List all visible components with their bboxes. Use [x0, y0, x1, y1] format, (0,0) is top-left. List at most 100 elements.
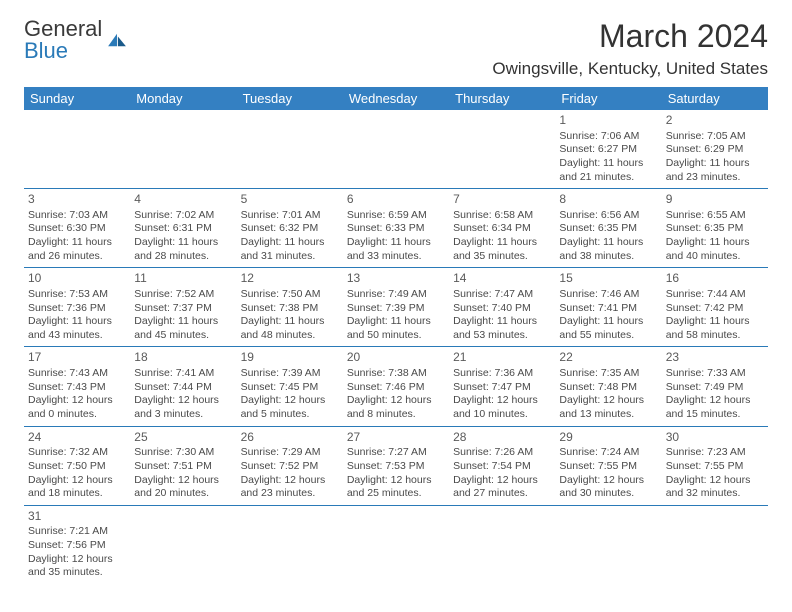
daylight-text: Daylight: 11 hours and 45 minutes. [134, 315, 232, 342]
sunset-text: Sunset: 7:51 PM [134, 460, 232, 474]
daylight-text: Daylight: 12 hours and 35 minutes. [28, 553, 126, 580]
day-number: 19 [241, 350, 339, 366]
daylight-text: Daylight: 12 hours and 23 minutes. [241, 474, 339, 501]
calendar-cell: 10Sunrise: 7:53 AMSunset: 7:36 PMDayligh… [24, 268, 130, 347]
sunrise-text: Sunrise: 7:41 AM [134, 367, 232, 381]
sunset-text: Sunset: 7:46 PM [347, 381, 445, 395]
calendar-cell: 15Sunrise: 7:46 AMSunset: 7:41 PMDayligh… [555, 268, 661, 347]
sunset-text: Sunset: 6:32 PM [241, 222, 339, 236]
sunset-text: Sunset: 6:35 PM [666, 222, 764, 236]
daylight-text: Daylight: 12 hours and 13 minutes. [559, 394, 657, 421]
calendar-table: SundayMondayTuesdayWednesdayThursdayFrid… [24, 87, 768, 584]
calendar-cell: 31Sunrise: 7:21 AMSunset: 7:56 PMDayligh… [24, 505, 130, 584]
sunrise-text: Sunrise: 7:47 AM [453, 288, 551, 302]
sunset-text: Sunset: 6:34 PM [453, 222, 551, 236]
day-number: 16 [666, 271, 764, 287]
sunset-text: Sunset: 7:40 PM [453, 302, 551, 316]
sunrise-text: Sunrise: 7:21 AM [28, 525, 126, 539]
day-number: 22 [559, 350, 657, 366]
sunset-text: Sunset: 7:44 PM [134, 381, 232, 395]
calendar-cell: 27Sunrise: 7:27 AMSunset: 7:53 PMDayligh… [343, 426, 449, 505]
sunrise-text: Sunrise: 7:46 AM [559, 288, 657, 302]
calendar-cell: 3Sunrise: 7:03 AMSunset: 6:30 PMDaylight… [24, 189, 130, 268]
sail-icon [106, 32, 128, 48]
calendar-cell: 7Sunrise: 6:58 AMSunset: 6:34 PMDaylight… [449, 189, 555, 268]
daylight-text: Daylight: 11 hours and 53 minutes. [453, 315, 551, 342]
weekday-header: Thursday [449, 87, 555, 110]
calendar-week: 10Sunrise: 7:53 AMSunset: 7:36 PMDayligh… [24, 268, 768, 347]
calendar-cell: 26Sunrise: 7:29 AMSunset: 7:52 PMDayligh… [237, 426, 343, 505]
sunrise-text: Sunrise: 7:36 AM [453, 367, 551, 381]
daylight-text: Daylight: 11 hours and 21 minutes. [559, 157, 657, 184]
daylight-text: Daylight: 11 hours and 50 minutes. [347, 315, 445, 342]
sunset-text: Sunset: 7:39 PM [347, 302, 445, 316]
calendar-cell: 8Sunrise: 6:56 AMSunset: 6:35 PMDaylight… [555, 189, 661, 268]
daylight-text: Daylight: 11 hours and 33 minutes. [347, 236, 445, 263]
calendar-week: 24Sunrise: 7:32 AMSunset: 7:50 PMDayligh… [24, 426, 768, 505]
sunset-text: Sunset: 6:27 PM [559, 143, 657, 157]
day-number: 3 [28, 192, 126, 208]
calendar-body: 1Sunrise: 7:06 AMSunset: 6:27 PMDaylight… [24, 110, 768, 584]
calendar-cell-empty [555, 505, 661, 584]
calendar-cell: 6Sunrise: 6:59 AMSunset: 6:33 PMDaylight… [343, 189, 449, 268]
day-number: 9 [666, 192, 764, 208]
sunset-text: Sunset: 7:42 PM [666, 302, 764, 316]
day-number: 15 [559, 271, 657, 287]
title-block: March 2024 Owingsville, Kentucky, United… [492, 18, 768, 79]
day-number: 30 [666, 430, 764, 446]
calendar-week: 3Sunrise: 7:03 AMSunset: 6:30 PMDaylight… [24, 189, 768, 268]
sunset-text: Sunset: 7:37 PM [134, 302, 232, 316]
daylight-text: Daylight: 12 hours and 3 minutes. [134, 394, 232, 421]
day-number: 2 [666, 113, 764, 129]
daylight-text: Daylight: 11 hours and 23 minutes. [666, 157, 764, 184]
calendar-cell-empty [449, 505, 555, 584]
sunrise-text: Sunrise: 6:56 AM [559, 209, 657, 223]
daylight-text: Daylight: 12 hours and 32 minutes. [666, 474, 764, 501]
sunset-text: Sunset: 6:31 PM [134, 222, 232, 236]
daylight-text: Daylight: 12 hours and 18 minutes. [28, 474, 126, 501]
calendar-cell: 13Sunrise: 7:49 AMSunset: 7:39 PMDayligh… [343, 268, 449, 347]
sunrise-text: Sunrise: 7:01 AM [241, 209, 339, 223]
weekday-header: Friday [555, 87, 661, 110]
sunrise-text: Sunrise: 6:58 AM [453, 209, 551, 223]
sunrise-text: Sunrise: 7:27 AM [347, 446, 445, 460]
day-number: 23 [666, 350, 764, 366]
month-title: March 2024 [492, 18, 768, 55]
day-number: 8 [559, 192, 657, 208]
sunset-text: Sunset: 7:56 PM [28, 539, 126, 553]
calendar-cell: 2Sunrise: 7:05 AMSunset: 6:29 PMDaylight… [662, 110, 768, 189]
day-number: 29 [559, 430, 657, 446]
daylight-text: Daylight: 11 hours and 55 minutes. [559, 315, 657, 342]
sunset-text: Sunset: 7:45 PM [241, 381, 339, 395]
day-number: 28 [453, 430, 551, 446]
calendar-cell: 25Sunrise: 7:30 AMSunset: 7:51 PMDayligh… [130, 426, 236, 505]
sunset-text: Sunset: 7:55 PM [666, 460, 764, 474]
calendar-head: SundayMondayTuesdayWednesdayThursdayFrid… [24, 87, 768, 110]
calendar-cell: 23Sunrise: 7:33 AMSunset: 7:49 PMDayligh… [662, 347, 768, 426]
sunset-text: Sunset: 7:48 PM [559, 381, 657, 395]
calendar-cell: 1Sunrise: 7:06 AMSunset: 6:27 PMDaylight… [555, 110, 661, 189]
sunrise-text: Sunrise: 7:44 AM [666, 288, 764, 302]
sunset-text: Sunset: 7:55 PM [559, 460, 657, 474]
header: General Blue March 2024 Owingsville, Ken… [24, 18, 768, 79]
day-number: 18 [134, 350, 232, 366]
weekday-header: Saturday [662, 87, 768, 110]
daylight-text: Daylight: 12 hours and 30 minutes. [559, 474, 657, 501]
sunrise-text: Sunrise: 7:02 AM [134, 209, 232, 223]
day-number: 25 [134, 430, 232, 446]
daylight-text: Daylight: 11 hours and 31 minutes. [241, 236, 339, 263]
sunrise-text: Sunrise: 7:03 AM [28, 209, 126, 223]
sunrise-text: Sunrise: 7:35 AM [559, 367, 657, 381]
daylight-text: Daylight: 11 hours and 38 minutes. [559, 236, 657, 263]
sunrise-text: Sunrise: 7:53 AM [28, 288, 126, 302]
sunrise-text: Sunrise: 7:30 AM [134, 446, 232, 460]
sunrise-text: Sunrise: 7:38 AM [347, 367, 445, 381]
calendar-cell: 16Sunrise: 7:44 AMSunset: 7:42 PMDayligh… [662, 268, 768, 347]
day-number: 10 [28, 271, 126, 287]
calendar-cell-empty [449, 110, 555, 189]
calendar-cell-empty [343, 110, 449, 189]
sunrise-text: Sunrise: 7:29 AM [241, 446, 339, 460]
sunrise-text: Sunrise: 7:24 AM [559, 446, 657, 460]
weekday-header: Sunday [24, 87, 130, 110]
sunrise-text: Sunrise: 7:32 AM [28, 446, 126, 460]
